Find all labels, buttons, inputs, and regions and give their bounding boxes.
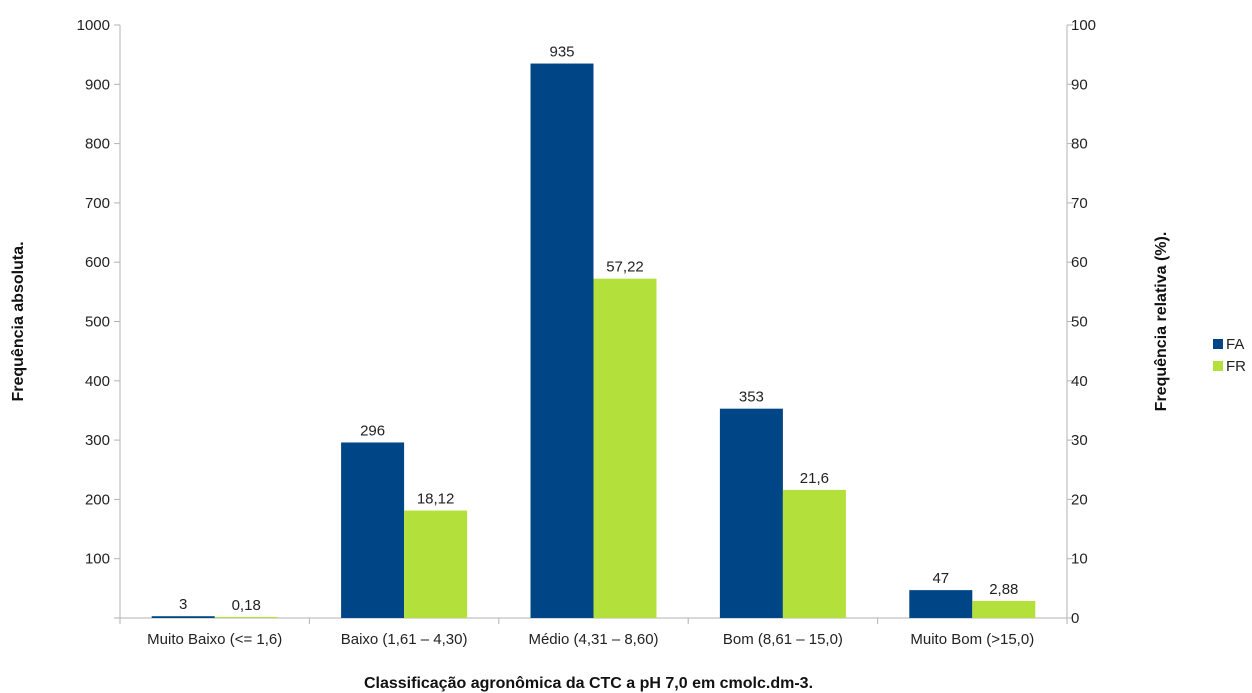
data-label-fa: 935 (549, 44, 574, 61)
x-tick-label: Médio (4,31 – 8,60) (528, 631, 658, 648)
x-tick-label: Baixo (1,61 – 4,30) (341, 631, 468, 648)
legend: FA FR (1213, 336, 1246, 375)
left-y-tick-label: 800 (85, 136, 110, 153)
left-y-tick-label: 600 (85, 254, 110, 271)
x-tick-label: Bom (8,61 – 15,0) (723, 631, 843, 648)
bars (151, 63, 1036, 619)
bar-fa (719, 408, 783, 618)
right-y-tick-label: 100 (1071, 17, 1096, 34)
data-label-fr: 2,88 (989, 581, 1018, 598)
labels: 100 200 300 400 500 600 700 800 900 1000 0 10 20 30 40… (77, 17, 1096, 648)
data-label-fr: 21,6 (800, 470, 829, 487)
bar-fr (782, 489, 846, 618)
data-label-fa: 353 (739, 389, 764, 406)
right-y-tick-label: 60 (1071, 254, 1088, 271)
bar-fa (530, 63, 594, 619)
data-label-fa: 47 (932, 570, 949, 587)
x-tick-label: Muito Baixo (<= 1,6) (147, 631, 282, 648)
data-label-fa: 3 (179, 596, 187, 613)
left-y-tick-label: 400 (85, 373, 110, 390)
right-y-tick-label: 50 (1071, 314, 1088, 331)
bar-fa (151, 616, 215, 618)
bar-fr (972, 600, 1036, 618)
right-y-tick-label: 30 (1071, 432, 1088, 449)
left-y-tick-label: 500 (85, 314, 110, 331)
bar-fa (909, 590, 973, 618)
x-axis-title: Classificação agronômica da CTC a pH 7,0… (364, 675, 813, 692)
bar-fr (593, 278, 657, 618)
x-tick-label: Muito Bom (>15,0) (910, 631, 1034, 648)
right-y-tick-label: 0 (1071, 610, 1079, 627)
left-y-tick-label: 300 (85, 432, 110, 449)
legend-label-fr: FR (1226, 358, 1246, 375)
left-y-tick-label: 1000 (77, 17, 110, 34)
data-label-fr: 18,12 (417, 491, 455, 508)
y2-axis-title: Frequência relativa (%). (1153, 232, 1170, 412)
right-y-tick-label: 10 (1071, 551, 1088, 568)
right-y-tick-label: 40 (1071, 373, 1088, 390)
right-y-tick-label: 70 (1071, 195, 1088, 212)
right-y-tick-label: 80 (1071, 136, 1088, 153)
data-label-fa: 296 (360, 422, 385, 439)
left-y-tick-label: 700 (85, 195, 110, 212)
bar-fa (341, 442, 405, 618)
bar-fr (404, 510, 468, 618)
left-y-tick-label: 200 (85, 491, 110, 508)
legend-label-fa: FA (1226, 336, 1244, 353)
right-y-tick-label: 20 (1071, 491, 1088, 508)
data-label-fr: 57,22 (606, 259, 644, 276)
left-y-tick-label: 100 (85, 551, 110, 568)
y-axis-title: Frequência absoluta. (10, 241, 27, 401)
left-y-tick-label: 900 (85, 76, 110, 93)
legend-swatch-fa (1213, 339, 1223, 349)
right-y-tick-label: 90 (1071, 76, 1088, 93)
legend-swatch-fr (1213, 361, 1223, 371)
data-label-fr: 0,18 (232, 597, 261, 614)
tick-marks (114, 24, 1073, 624)
bar-fr (214, 616, 278, 618)
